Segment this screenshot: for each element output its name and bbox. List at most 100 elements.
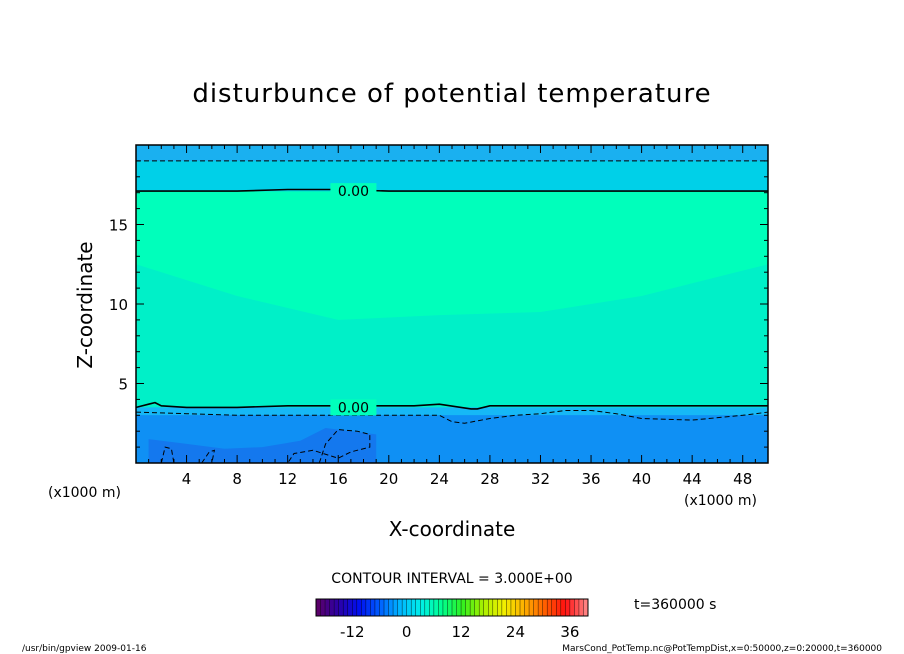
colorbar-cell-41 <box>501 599 507 616</box>
x-unit-label-right: (x1000 m) <box>684 493 757 509</box>
colorbar-cell-4 <box>334 599 339 616</box>
colorbar-cell-58 <box>578 599 584 616</box>
y-tick-label-2: 15 <box>109 217 128 235</box>
x-tick-label-7: 32 <box>531 470 550 488</box>
value-band-4 <box>136 407 768 416</box>
colorbar-cell-33 <box>465 599 471 616</box>
colorbar-cell-6 <box>343 599 349 616</box>
contour-label-bg-0 <box>330 183 377 200</box>
colorbar-tick-label-1: 0 <box>402 623 412 641</box>
colorbar-tick-label-4: 36 <box>560 623 579 641</box>
colorbar-cell-28 <box>442 599 448 616</box>
colorbar-cell-38 <box>488 599 494 616</box>
colorbar-cell-18 <box>397 599 403 616</box>
colorbar-frame <box>315 598 589 617</box>
x-tick-label-8: 36 <box>581 470 600 488</box>
colorbar-tick-label-0: -12 <box>340 623 365 641</box>
colorbar-cell-9 <box>356 599 362 616</box>
colorbar-cell-29 <box>447 599 453 616</box>
x-tick-label-1: 8 <box>232 470 242 488</box>
footer-right: MarsCond_PotTemp.nc@PotTempDist,x=0:5000… <box>562 644 882 654</box>
colorbar-cell-34 <box>470 599 475 616</box>
contour-label-0: 0.00 <box>338 184 369 200</box>
negative-contour-1 <box>136 410 768 424</box>
colorbar-cell-31 <box>456 599 462 616</box>
colorbar: -12 0 12 24 36 <box>315 598 589 641</box>
colorbar-cell-59 <box>583 599 589 616</box>
colorbar-cell-45 <box>520 599 525 616</box>
time-label: t=360000 s <box>634 597 716 613</box>
value-band-3 <box>136 145 768 161</box>
y-axis-label: Z-coordinate <box>73 241 97 368</box>
contour-label-1: 0.00 <box>338 400 369 416</box>
x-tick-label-9: 40 <box>632 470 651 488</box>
colorbar-cell-23 <box>420 599 426 616</box>
y-tick-label-1: 10 <box>109 296 128 314</box>
zero-contour-0 <box>136 188 768 192</box>
colorbar-cell-3 <box>329 599 335 616</box>
footer-left: /usr/bin/gpview 2009-01-16 <box>22 644 147 654</box>
x-tick-label-2: 12 <box>278 470 297 488</box>
colorbar-cell-39 <box>492 599 498 616</box>
x-tick-label-0: 4 <box>182 470 192 488</box>
x-tick-label-5: 24 <box>430 470 449 488</box>
colorbar-cell-40 <box>497 599 503 616</box>
colorbar-cell-51 <box>547 599 553 616</box>
colorbar-cell-16 <box>388 599 394 616</box>
colorbar-cell-54 <box>560 599 566 616</box>
colorbar-cell-13 <box>374 599 380 616</box>
x-tick-label-3: 16 <box>329 470 348 488</box>
colorbar-tick-label-3: 24 <box>506 623 525 641</box>
x-unit-label-left: (x1000 m) <box>48 485 121 501</box>
colorbar-cell-24 <box>424 599 430 616</box>
negative-contour-3 <box>160 446 175 463</box>
colorbar-cell-11 <box>365 599 371 616</box>
y-tick-label-0: 5 <box>118 376 128 394</box>
colorbar-cell-46 <box>524 599 530 616</box>
value-band-1 <box>136 264 768 408</box>
colorbar-cell-37 <box>483 599 489 616</box>
colorbar-cell-43 <box>510 599 516 616</box>
colorbar-cell-49 <box>538 599 543 616</box>
colorbar-cell-10 <box>361 599 367 616</box>
colorbar-cell-57 <box>574 599 580 616</box>
colorbar-cell-35 <box>474 599 480 616</box>
colorbar-cell-42 <box>506 599 512 616</box>
plot-body: 0.00 0.00 <box>136 145 768 463</box>
colorbar-cell-52 <box>551 599 557 616</box>
colorbar-cell-22 <box>415 599 421 616</box>
colorbar-cell-0 <box>316 599 321 616</box>
x-tick-label-10: 44 <box>683 470 702 488</box>
contour-label-bg-1 <box>330 399 377 416</box>
colorbar-cell-55 <box>565 599 571 616</box>
colorbar-cell-7 <box>347 599 353 616</box>
chart-title: disturbunce of potential temperature <box>192 79 711 109</box>
colorbar-cell-15 <box>384 599 389 616</box>
colorbar-cell-27 <box>438 599 444 616</box>
zero-contour-1 <box>136 401 768 410</box>
x-axis-label: X-coordinate <box>389 517 516 541</box>
colorbar-cell-50 <box>542 599 548 616</box>
x-tick-label-11: 48 <box>733 470 752 488</box>
colorbar-cell-56 <box>569 599 575 616</box>
colorbar-cell-47 <box>529 599 534 616</box>
colorbar-cell-14 <box>379 599 385 616</box>
colorbar-cell-32 <box>461 599 466 616</box>
colorbar-cell-48 <box>533 599 539 616</box>
colorbar-cell-1 <box>320 599 326 616</box>
colorbar-tick-label-2: 12 <box>452 623 471 641</box>
colorbar-cell-5 <box>338 599 344 616</box>
colorbar-cell-36 <box>479 599 485 616</box>
colorbar-cell-8 <box>352 599 358 616</box>
colorbar-cell-17 <box>393 599 398 616</box>
colorbar-cell-20 <box>406 599 412 616</box>
colorbar-cell-21 <box>411 599 417 616</box>
colorbar-cell-19 <box>402 599 407 616</box>
value-band-6 <box>148 428 377 463</box>
value-band-2 <box>136 160 768 192</box>
colorbar-cell-26 <box>433 599 439 616</box>
x-tick-label-4: 20 <box>379 470 398 488</box>
colorbar-cell-2 <box>325 599 330 616</box>
colorbar-cell-12 <box>370 599 376 616</box>
